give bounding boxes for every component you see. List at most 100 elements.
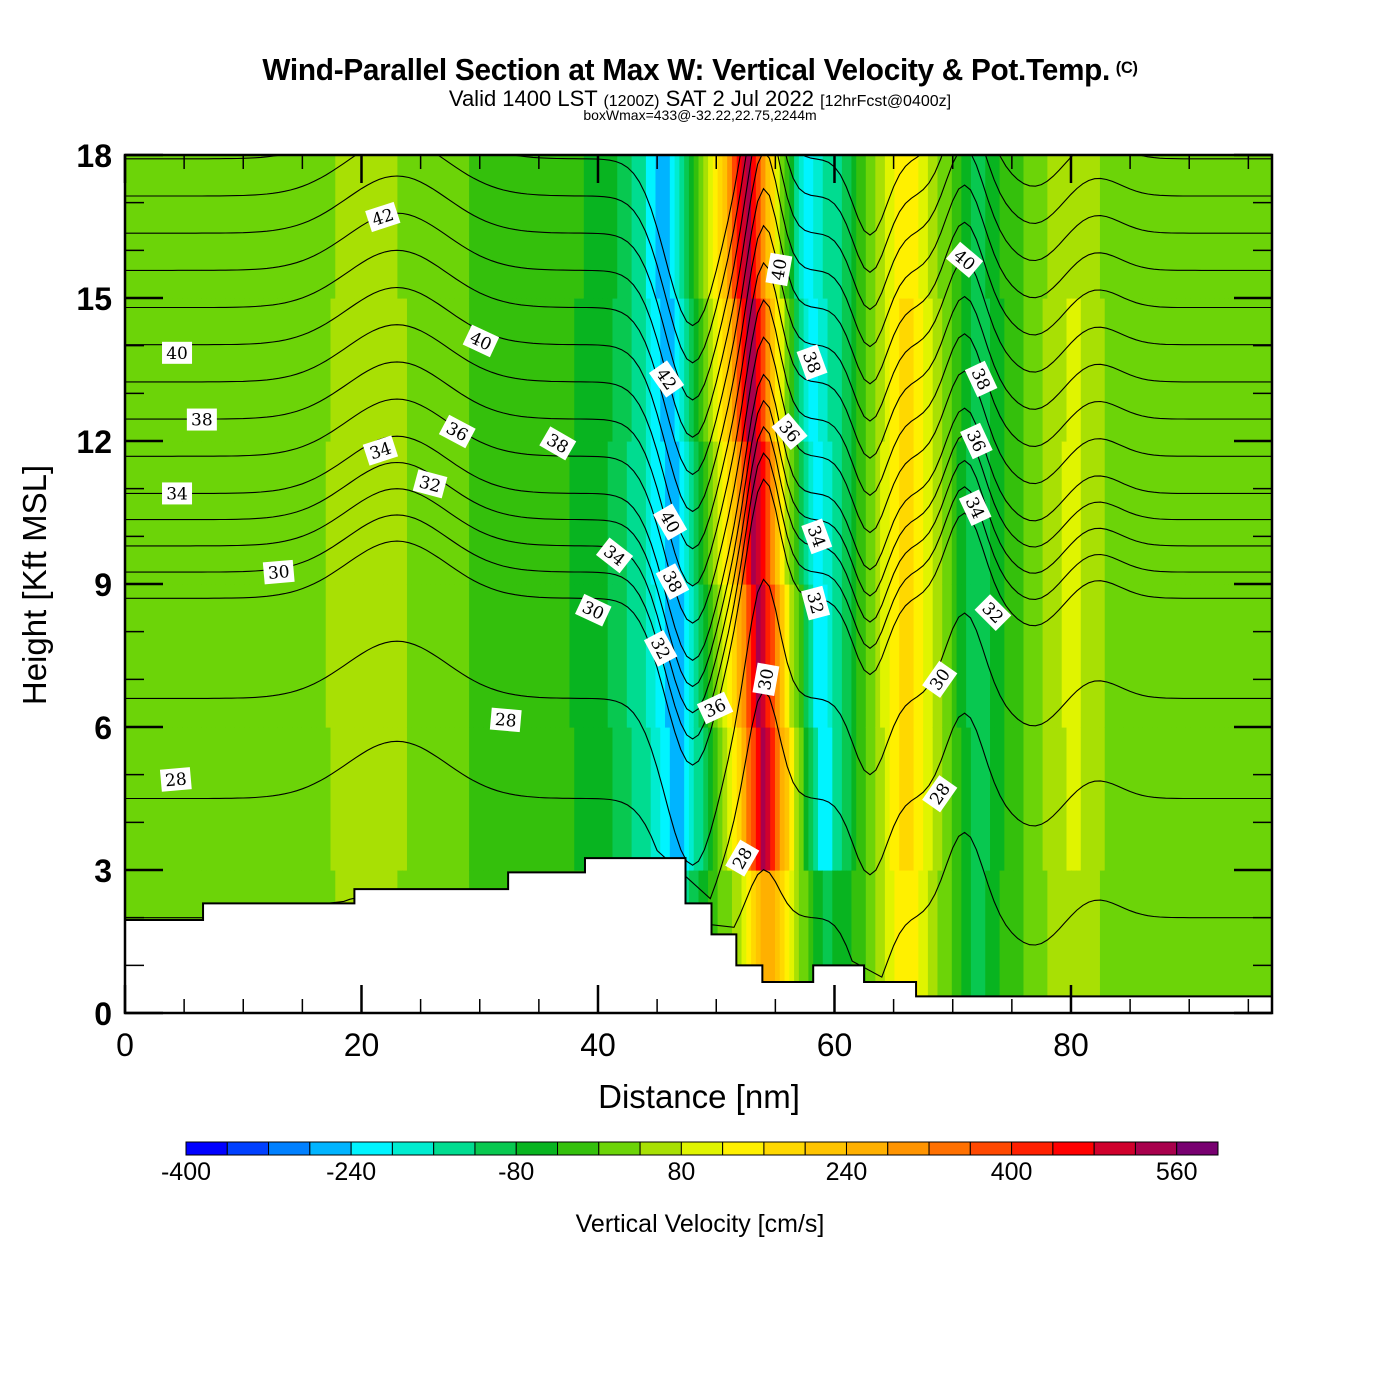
velocity-cell bbox=[344, 441, 351, 585]
velocity-cell bbox=[411, 441, 418, 585]
velocity-cell bbox=[521, 584, 528, 728]
velocity-cell bbox=[808, 441, 814, 585]
velocity-cell bbox=[908, 441, 915, 585]
velocity-cell bbox=[1023, 298, 1029, 442]
velocity-cell bbox=[1195, 441, 1201, 585]
valid-time-line: Valid 1400 LST (1200Z) SAT 2 Jul 2022 [1… bbox=[0, 86, 1400, 112]
velocity-cell bbox=[387, 298, 394, 442]
velocity-cell bbox=[559, 155, 566, 299]
velocity-cell bbox=[832, 155, 838, 299]
velocity-cell bbox=[445, 298, 451, 442]
velocity-cell bbox=[1123, 727, 1130, 871]
velocity-cell bbox=[1056, 441, 1063, 585]
velocity-cell bbox=[961, 584, 967, 728]
contour-label-box bbox=[801, 518, 833, 555]
velocity-cell bbox=[201, 441, 207, 585]
velocity-cell bbox=[1013, 727, 1020, 871]
velocity-cell bbox=[784, 155, 790, 299]
velocity-cell bbox=[736, 155, 743, 299]
velocity-cell bbox=[402, 155, 408, 299]
velocity-cell bbox=[1176, 441, 1182, 585]
velocity-cell bbox=[937, 441, 943, 585]
velocity-cell bbox=[1138, 584, 1144, 728]
velocity-cell bbox=[512, 584, 518, 728]
velocity-cell bbox=[813, 155, 819, 299]
velocity-cell bbox=[798, 727, 805, 871]
theta-contour-line bbox=[125, 155, 1272, 364]
velocity-cell bbox=[1095, 584, 1101, 728]
velocity-cell bbox=[636, 298, 642, 442]
velocity-cell bbox=[999, 584, 1005, 728]
velocity-cell bbox=[483, 727, 489, 871]
velocity-cell bbox=[1205, 155, 1211, 299]
velocity-cell bbox=[492, 155, 499, 299]
velocity-cell bbox=[1090, 441, 1096, 585]
velocity-cell bbox=[134, 155, 140, 299]
velocity-cell bbox=[1176, 298, 1182, 442]
velocity-cell bbox=[1224, 870, 1230, 1013]
velocity-cell bbox=[880, 155, 886, 299]
velocity-cell bbox=[378, 441, 384, 585]
velocity-cell bbox=[297, 155, 303, 299]
velocity-cell bbox=[464, 155, 470, 299]
velocity-cell bbox=[617, 441, 623, 585]
velocity-cell bbox=[344, 727, 351, 871]
velocity-cell bbox=[1133, 584, 1139, 728]
velocity-cell bbox=[1252, 441, 1259, 585]
velocity-cell bbox=[1047, 727, 1053, 871]
velocity-cell bbox=[1233, 870, 1240, 1013]
velocity-cell bbox=[1056, 155, 1063, 299]
contour-label-box bbox=[922, 775, 958, 813]
contour-label-text: 30 bbox=[755, 667, 778, 692]
contour-label-box bbox=[362, 435, 399, 466]
contour-label-box bbox=[648, 360, 685, 398]
velocity-cell bbox=[1166, 441, 1173, 585]
velocity-cell bbox=[1052, 870, 1058, 1013]
velocity-cell bbox=[1209, 584, 1216, 728]
velocity-cell bbox=[545, 584, 551, 728]
velocity-cell bbox=[125, 155, 131, 299]
velocity-cell bbox=[1267, 441, 1272, 585]
velocity-cell bbox=[712, 298, 719, 442]
velocity-cell bbox=[602, 155, 609, 299]
contour-label: 36 bbox=[696, 691, 734, 725]
velocity-cell bbox=[884, 727, 891, 871]
velocity-cell bbox=[1095, 298, 1101, 442]
velocity-cell bbox=[540, 727, 547, 871]
velocity-cell bbox=[607, 155, 614, 299]
velocity-cell bbox=[1209, 298, 1216, 442]
terrain bbox=[125, 857, 1272, 1013]
velocity-cell bbox=[1085, 727, 1091, 871]
velocity-cell bbox=[846, 727, 853, 871]
velocity-cell bbox=[942, 870, 948, 1013]
velocity-cell bbox=[727, 155, 733, 299]
velocity-cell bbox=[421, 584, 427, 728]
velocity-cell bbox=[899, 870, 905, 1013]
velocity-cell bbox=[1119, 584, 1125, 728]
velocity-cell bbox=[1066, 870, 1072, 1013]
velocity-cell bbox=[1200, 441, 1206, 585]
velocity-cell bbox=[841, 584, 848, 728]
velocity-cell bbox=[311, 155, 317, 299]
velocity-cell bbox=[1205, 584, 1211, 728]
velocity-cell bbox=[163, 584, 169, 728]
velocity-cell bbox=[808, 155, 814, 299]
velocity-cell bbox=[1152, 441, 1158, 585]
velocity-cell bbox=[1009, 155, 1015, 299]
velocity-cell bbox=[1090, 584, 1096, 728]
y-tick-label: 0 bbox=[94, 996, 112, 1032]
velocity-cell bbox=[392, 441, 399, 585]
velocity-cell bbox=[1052, 441, 1058, 585]
velocity-cell bbox=[913, 870, 919, 1013]
velocity-cell bbox=[1214, 441, 1221, 585]
velocity-cell bbox=[129, 155, 136, 299]
velocity-cell bbox=[1257, 870, 1264, 1013]
velocity-cell bbox=[335, 584, 341, 728]
velocity-cell bbox=[1009, 584, 1015, 728]
velocity-cell bbox=[1214, 155, 1221, 299]
velocity-cell bbox=[1009, 298, 1015, 442]
colorbar-swatch bbox=[226, 1141, 270, 1156]
contour-label-box bbox=[945, 241, 984, 278]
contour-label: 28 bbox=[159, 767, 192, 792]
velocity-cell bbox=[927, 441, 934, 585]
